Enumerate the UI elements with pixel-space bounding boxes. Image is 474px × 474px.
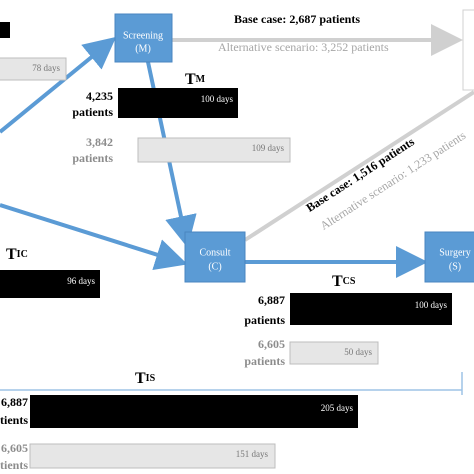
base-bar (290, 293, 452, 325)
alt-bar (29, 443, 276, 469)
base-unit: patients (72, 105, 113, 119)
alt-count: 6,605 (1, 441, 28, 455)
base-bar (0, 270, 100, 298)
base-count: 4,235 (86, 89, 113, 103)
alt-days: 78 days (32, 63, 60, 73)
alt-bar (289, 341, 379, 365)
alt-bar (137, 137, 291, 163)
interval-label: TM (185, 71, 206, 88)
base-count: 6,887 (1, 395, 28, 409)
node-label: Consult (199, 247, 230, 258)
base-days: 100 days (201, 94, 234, 104)
flow-base: Base case: 2,687 patients (234, 12, 360, 26)
base-bar (118, 88, 238, 118)
node-box (184, 231, 246, 283)
base-days: 100 days (415, 300, 448, 310)
alt-days: 151 days (236, 449, 269, 459)
base-days: 96 days (67, 276, 95, 286)
base-count: 6,887 (258, 293, 285, 307)
interval-label: TCS (332, 273, 356, 290)
node-box (424, 231, 474, 283)
alt-unit: patients (72, 151, 113, 165)
node-code: (C) (208, 261, 221, 272)
alt-unit: patients (0, 458, 28, 472)
alt-count: 3,842 (86, 135, 113, 149)
base-unit: patients (244, 313, 285, 327)
node-box (114, 13, 173, 63)
alt-count: 6,605 (258, 337, 285, 351)
node-code: (S) (449, 261, 461, 272)
node-label: Screening (123, 30, 163, 41)
alt-bar (0, 57, 67, 81)
base-days: 205 days (321, 403, 354, 413)
interval-label: TIS (135, 370, 156, 387)
base-unit: patients (0, 413, 28, 427)
interval-label: TIC (6, 246, 28, 263)
alt-days: 50 days (344, 347, 372, 357)
flow-alternative: Alternative scenario: 3,252 patients (218, 40, 389, 54)
node-label: Surgery (439, 247, 470, 258)
connectors (0, 9, 474, 395)
node-code: (M) (135, 43, 151, 54)
alt-days: 109 days (252, 143, 285, 153)
base-bar (30, 395, 358, 428)
alt-unit: patients (244, 354, 285, 368)
